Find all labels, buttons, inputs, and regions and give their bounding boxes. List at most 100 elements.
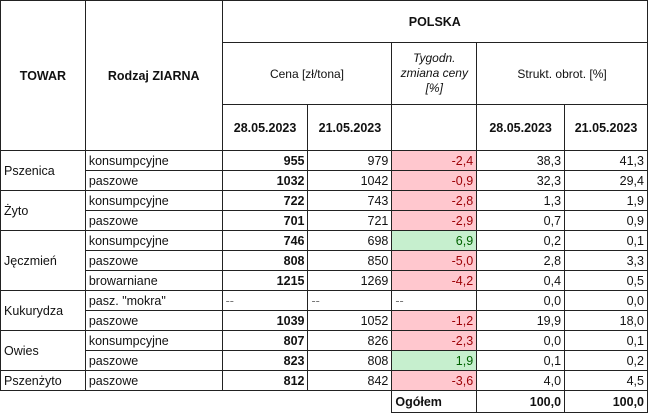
cena-current-cell: 812: [221, 370, 309, 391]
strukt-previous-cell: 4,5: [564, 370, 648, 391]
header-date-cena-previous: 21.05.2023: [307, 104, 393, 151]
table-row: browarniane 1215 1269 -4,2 0,4 0,5: [1, 270, 648, 291]
table-row: paszowe 808 850 -5,0 2,8 3,3: [1, 250, 648, 271]
header-zmiana: Tygodn. zmiana ceny [%]: [391, 42, 478, 105]
cena-previous-cell: 698: [307, 230, 393, 251]
strukt-current-cell: 19,9: [476, 310, 566, 331]
cena-previous-cell: 1052: [307, 310, 393, 331]
cena-current-cell: 722: [221, 190, 309, 211]
cena-current-cell: 746: [221, 230, 309, 251]
total-strukt-previous: 100,0: [564, 390, 648, 413]
rodzaj-cell: paszowe: [84, 310, 223, 331]
strukt-previous-cell: 0,0: [564, 290, 648, 311]
cena-previous-cell: --: [307, 290, 393, 311]
rodzaj-cell: paszowe: [84, 350, 223, 371]
towar-cell: Kukurydza: [0, 290, 86, 331]
zmiana-cell: 1,9: [391, 350, 478, 371]
towar-cell: Pszenica: [0, 150, 86, 191]
zmiana-cell: -0,9: [391, 170, 478, 191]
table-row: Żyto konsumpcyjne 722 743 -2,8 1,3 1,9: [0, 190, 648, 231]
rodzaj-cell: browarniane: [84, 270, 223, 291]
spacer: [1, 391, 392, 413]
header-region: POLSKA: [221, 0, 648, 43]
total-strukt-current: 100,0: [476, 390, 566, 413]
rodzaj-cell: paszowe: [84, 370, 223, 391]
header-date-cena-current: 28.05.2023: [221, 104, 309, 151]
zmiana-cell: -3,6: [391, 370, 478, 391]
cena-previous-cell: 1269: [307, 270, 393, 291]
cena-current-cell: 1039: [221, 310, 309, 331]
zmiana-cell: -4,2: [391, 270, 478, 291]
cena-previous-cell: 979: [307, 150, 393, 171]
table-row: Jęczmień konsumpcyjne 746 698 6,9 0,2 0,1: [0, 230, 648, 291]
cena-previous-cell: 826: [307, 330, 393, 351]
strukt-previous-cell: 41,3: [564, 150, 648, 171]
header-rodzaj: Rodzaj ZIARNA: [84, 0, 223, 151]
zmiana-cell: -5,0: [391, 250, 478, 271]
cena-previous-cell: 808: [307, 350, 393, 371]
table-row: Pszenica konsumpcyjne 955 979 -2,4 38,3 41,3: [0, 150, 648, 191]
header-strukt: Strukt. obrot. [%]: [476, 42, 648, 105]
rodzaj-cell: paszowe: [84, 250, 223, 271]
rodzaj-cell: konsumpcyjne: [84, 150, 223, 171]
strukt-current-cell: 0,1: [476, 350, 566, 371]
cena-current-cell: 808: [221, 250, 309, 271]
strukt-current-cell: 32,3: [476, 170, 566, 191]
cena-current-cell: 1215: [221, 270, 309, 291]
table-row: Pszenżyto paszowe 812 842 -3,6 4,0 4,5: [0, 370, 648, 391]
strukt-current-cell: 0,0: [476, 290, 566, 311]
rodzaj-cell: paszowe: [84, 210, 223, 231]
zmiana-cell: -2,9: [391, 210, 478, 231]
header-empty: [391, 104, 478, 151]
table-row: Owies konsumpcyjne 807 826 -2,3 0,0 0,1: [0, 330, 648, 371]
cena-previous-cell: 850: [307, 250, 393, 271]
strukt-current-cell: 0,7: [476, 210, 566, 231]
cena-current-cell: 701: [221, 210, 309, 231]
zmiana-cell: -2,3: [391, 330, 478, 351]
strukt-current-cell: 1,3: [476, 190, 566, 211]
strukt-previous-cell: 0,1: [564, 230, 648, 251]
strukt-current-cell: 0,4: [476, 270, 566, 291]
strukt-current-cell: 2,8: [476, 250, 566, 271]
rodzaj-cell: konsumpcyjne: [84, 190, 223, 211]
rodzaj-cell: pasz. "mokra": [84, 290, 223, 311]
towar-cell: Żyto: [0, 190, 86, 231]
total-row: Ogółem 100,0 100,0: [1, 390, 648, 413]
header-towar: TOWAR: [0, 0, 86, 151]
cena-previous-cell: 842: [307, 370, 393, 391]
total-label: Ogółem: [391, 390, 478, 413]
strukt-current-cell: 38,3: [476, 150, 566, 171]
strukt-previous-cell: 1,9: [564, 190, 648, 211]
towar-cell: Owies: [0, 330, 86, 371]
header-date-strukt-current: 28.05.2023: [476, 104, 566, 151]
table-row: paszowe 701 721 -2,9 0,7 0,9: [1, 210, 648, 231]
rodzaj-cell: konsumpcyjne: [84, 330, 223, 351]
cena-current-cell: 955: [221, 150, 309, 171]
cena-previous-cell: 743: [307, 190, 393, 211]
zmiana-cell: -1,2: [391, 310, 478, 331]
cena-current-cell: 823: [221, 350, 309, 371]
strukt-current-cell: 4,0: [476, 370, 566, 391]
towar-cell: Jęczmień: [0, 230, 86, 291]
strukt-current-cell: 0,0: [476, 330, 566, 351]
zmiana-cell: --: [391, 290, 478, 311]
cena-previous-cell: 1042: [307, 170, 393, 191]
header-cena: Cena [zł/tona]: [221, 42, 393, 105]
header-date-strukt-previous: 21.05.2023: [564, 104, 648, 151]
cena-previous-cell: 721: [307, 210, 393, 231]
cena-current-cell: 807: [221, 330, 309, 351]
table-row: paszowe 1032 1042 -0,9 32,3 29,4: [1, 170, 648, 191]
zmiana-cell: -2,8: [391, 190, 478, 211]
table-row: paszowe 823 808 1,9 0,1 0,2: [1, 350, 648, 371]
strukt-previous-cell: 0,9: [564, 210, 648, 231]
strukt-previous-cell: 0,2: [564, 350, 648, 371]
strukt-current-cell: 0,2: [476, 230, 566, 251]
rodzaj-cell: paszowe: [84, 170, 223, 191]
zmiana-cell: 6,9: [391, 230, 478, 251]
strukt-previous-cell: 0,1: [564, 330, 648, 351]
cena-current-cell: --: [221, 290, 309, 311]
strukt-previous-cell: 3,3: [564, 250, 648, 271]
rodzaj-cell: konsumpcyjne: [84, 230, 223, 251]
table-row: paszowe 1039 1052 -1,2 19,9 18,0: [1, 310, 648, 331]
